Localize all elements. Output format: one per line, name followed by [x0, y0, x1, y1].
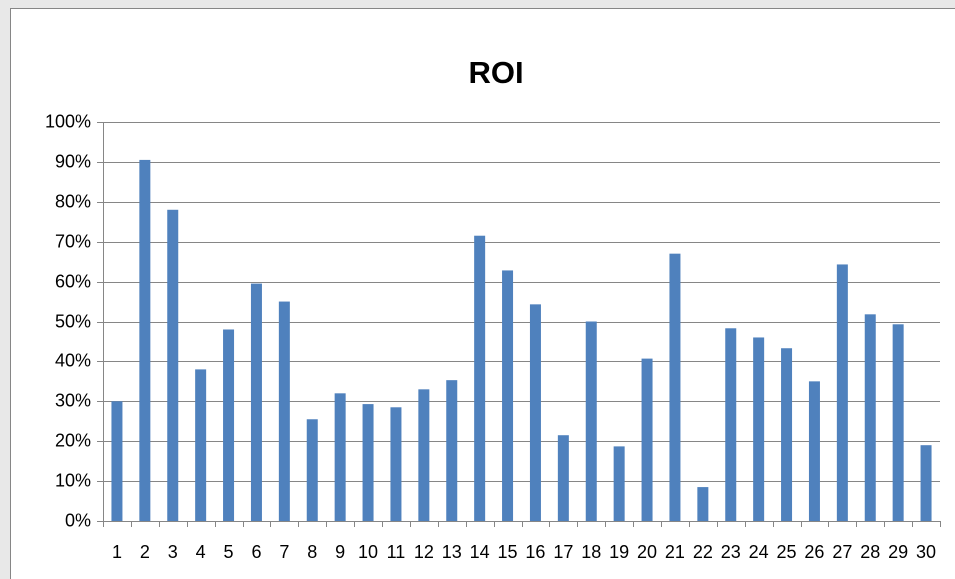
x-tick-label: 9 [335, 542, 345, 562]
x-tick-label: 13 [442, 542, 462, 562]
y-tick-label: 50% [55, 311, 91, 331]
bar [223, 329, 235, 521]
bar [167, 209, 179, 521]
y-tick-label: 60% [55, 271, 91, 291]
x-tick-label: 14 [470, 542, 490, 562]
x-tick-label: 18 [581, 542, 601, 562]
bar [306, 419, 318, 521]
bar [502, 270, 514, 521]
x-tick-label: 28 [860, 542, 880, 562]
x-tick-label: 21 [665, 542, 685, 562]
bar [250, 283, 262, 521]
bar [585, 321, 597, 521]
bar [892, 324, 904, 521]
bar [836, 264, 848, 521]
bar [390, 407, 402, 521]
x-tick-label: 25 [777, 542, 797, 562]
bar [195, 369, 207, 521]
bar [864, 314, 876, 521]
bar [529, 304, 541, 521]
bar [474, 235, 486, 521]
x-tick-label: 10 [358, 542, 378, 562]
x-tick-label: 19 [609, 542, 629, 562]
bar [111, 401, 123, 521]
bar [781, 348, 793, 521]
y-tick-label: 90% [55, 151, 91, 171]
y-tick-label: 80% [55, 191, 91, 211]
x-tick-label: 30 [916, 542, 936, 562]
x-tick-label: 4 [196, 542, 206, 562]
bar [669, 253, 681, 522]
bar [418, 389, 430, 521]
y-tick-label: 30% [55, 390, 91, 410]
x-tick-label: 2 [140, 542, 150, 562]
y-tick-label: 40% [55, 350, 91, 370]
y-tick-label: 0% [65, 510, 91, 530]
x-tick-label: 29 [888, 542, 908, 562]
bar [641, 358, 653, 521]
bar [446, 380, 458, 521]
x-tick-label: 23 [721, 542, 741, 562]
bar [362, 404, 374, 521]
x-tick-label: 11 [387, 542, 406, 562]
bar [334, 393, 346, 521]
x-tick-label: 27 [832, 542, 852, 562]
x-tick-label: 15 [498, 542, 518, 562]
x-tick-label: 26 [804, 542, 824, 562]
y-tick-label: 70% [55, 231, 91, 251]
bar [613, 446, 625, 521]
bar [920, 445, 932, 521]
chart-title: ROI [468, 55, 523, 90]
x-tick-label: 3 [168, 542, 178, 562]
x-tick-label: 5 [224, 542, 234, 562]
x-tick-label: 17 [553, 542, 573, 562]
bar [278, 301, 290, 521]
x-tick-label: 6 [251, 542, 261, 562]
bar [808, 381, 820, 521]
x-tick-label: 16 [525, 542, 545, 562]
bar [725, 328, 737, 521]
y-tick-label: 10% [55, 470, 91, 490]
bar [753, 337, 765, 521]
bar [697, 487, 709, 521]
x-tick-label: 20 [637, 542, 657, 562]
x-tick-label: 8 [307, 542, 317, 562]
x-tick-label: 12 [414, 542, 434, 562]
bar [557, 435, 569, 521]
x-tick-label: 22 [693, 542, 713, 562]
y-tick-label: 100% [45, 111, 91, 131]
bar [139, 159, 151, 521]
x-tick-label: 24 [749, 542, 769, 562]
x-tick-label: 7 [279, 542, 289, 562]
x-tick-label: 1 [112, 542, 122, 562]
y-tick-label: 20% [55, 430, 91, 450]
